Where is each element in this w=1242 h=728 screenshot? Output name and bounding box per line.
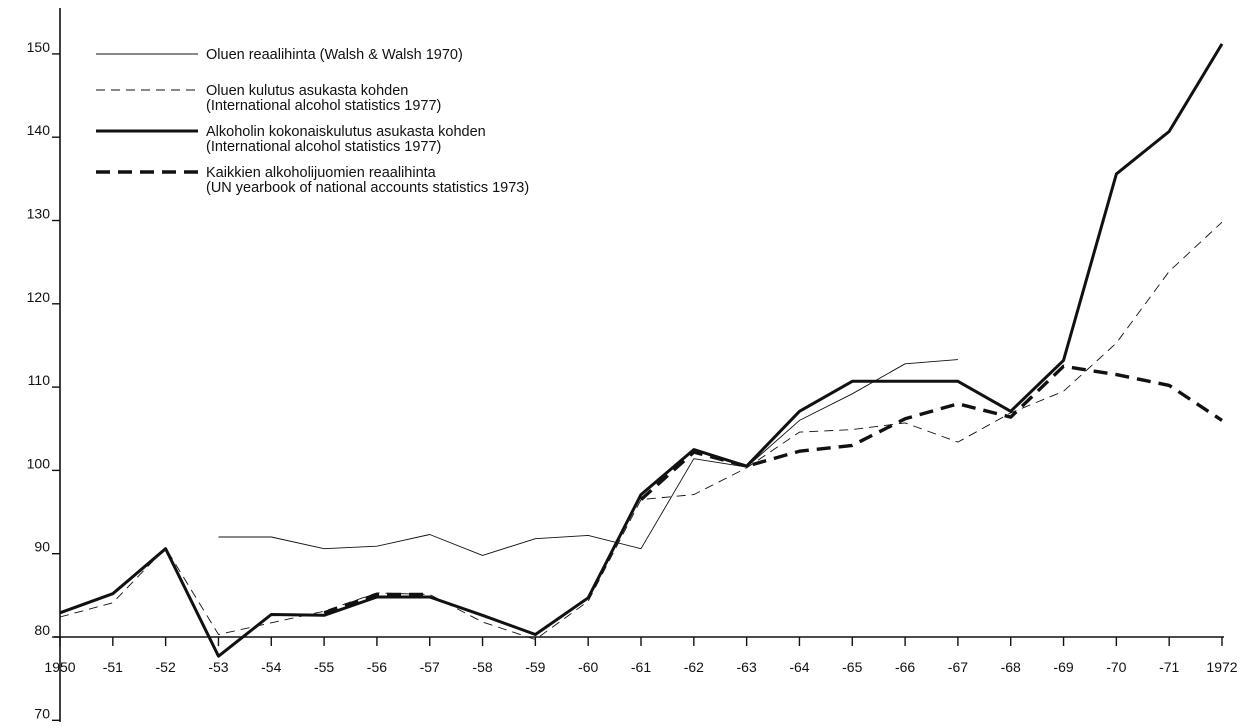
x-tick-label: -52 [156,659,176,675]
x-tick-label: -64 [789,659,809,675]
x-tick-label: -59 [525,659,545,675]
x-tick-label: -57 [420,659,440,675]
series-line [218,359,958,556]
series-1 [218,359,958,556]
y-tick-label: 100 [27,455,51,471]
legend-label: Alkoholin kokonaiskulutus asukasta kohde… [206,124,486,140]
x-tick-label: -71 [1159,659,1179,675]
x-tick-label: -69 [1053,659,1073,675]
x-tick-label: 1972 [1206,659,1237,675]
legend-entry: Alkoholin kokonaiskulutus asukasta kohde… [96,124,486,155]
x-tick-label: -60 [578,659,598,675]
series-line [59,43,1224,658]
x-tick-label: -54 [261,659,281,675]
x-tick-label: -53 [208,659,228,675]
y-tick-label: 110 [28,372,51,388]
y-tick-label: 70 [34,705,50,721]
legend-entry: Oluen kulutus asukasta kohden(Internatio… [96,83,441,114]
series-line [639,364,1223,501]
x-tick-label: -61 [631,659,651,675]
y-tick-label: 80 [34,622,50,638]
legend: Oluen reaalihinta (Walsh & Walsh 1970) Ol… [96,47,529,196]
x-tick-label: -55 [314,659,334,675]
legend-label: (International alcohol statistics 1977) [206,139,441,155]
legend-label: Oluen reaalihinta (Walsh & Walsh 1970) [206,47,463,63]
legend-label: (UN yearbook of national accounts statis… [206,180,529,196]
y-tick-label: 140 [27,122,51,138]
x-tick-label: -70 [1106,659,1126,675]
x-tick-label: -51 [103,659,123,675]
y-tick-label: 120 [27,289,51,305]
x-tick-label: -66 [895,659,915,675]
legend-label: Kaikkien alkoholijuomien reaalihinta [206,165,437,181]
x-tick-label: -58 [472,659,492,675]
x-tick-label: -63 [737,659,757,675]
x-tick-label: -67 [948,659,968,675]
legend-entry: Oluen reaalihinta (Walsh & Walsh 1970) [96,47,463,63]
x-tick-label: -62 [684,659,704,675]
series-3 [59,43,1224,658]
y-tick-label: 130 [27,206,51,222]
axes: 70 80 90 100 110 120 130 140 150 1950 -51 -52 -53 -54… [27,8,1238,722]
x-tick-label: -68 [1001,659,1021,675]
series-line [59,221,1223,640]
y-tick-label: 90 [34,539,50,555]
y-tick-label: 150 [27,39,51,55]
series-line [323,592,430,615]
legend-label: (International alcohol statistics 1977) [206,98,441,114]
series-2 [59,221,1223,640]
series-lines [59,43,1224,658]
x-tick-label: -56 [367,659,387,675]
x-tick-label: 1950 [44,659,75,675]
legend-label: Oluen kulutus asukasta kohden [206,83,408,99]
legend-entry: Kaikkien alkoholijuomien reaalihinta(UN … [96,165,529,196]
x-tick-label: -65 [842,659,862,675]
series-4 [323,364,1223,615]
